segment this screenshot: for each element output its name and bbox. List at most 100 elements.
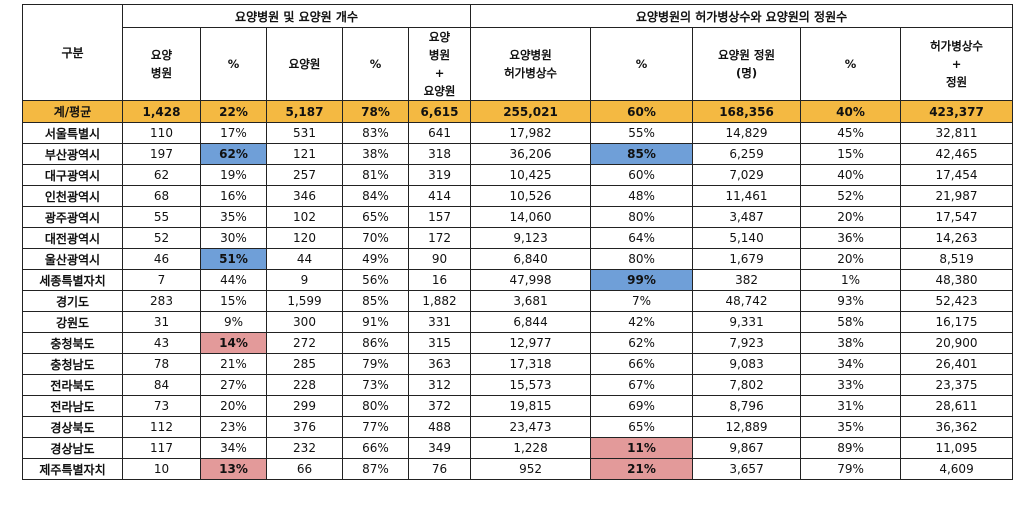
data-cell: 47,998 (470, 269, 592, 291)
data-cell: 349 (407, 437, 472, 459)
data-cell: 488 (407, 416, 472, 438)
data-cell: 52% (800, 185, 902, 207)
data-cell: 1% (800, 269, 902, 291)
data-cell: 48% (590, 185, 694, 207)
column-header-label: 요양병원 허가병상수 (504, 48, 557, 80)
table-row: 충청남도 78 21% 285 79% 363 17,318 66% 9,083 34% 26,40… (22, 353, 1014, 375)
data-cell: 5,140 (692, 227, 802, 249)
data-cell: 7,923 (692, 332, 802, 354)
data-cell: 10,526 (470, 185, 592, 207)
data-cell: 65% (590, 416, 694, 438)
region-cell: 경기도 (22, 290, 123, 312)
data-cell: 99% (590, 269, 694, 291)
data-cell: 65% (342, 206, 409, 228)
data-cell: 60% (590, 164, 694, 186)
data-cell: 55% (590, 122, 694, 144)
data-cell: 73% (342, 374, 409, 396)
data-cell: 285 (266, 353, 343, 375)
data-cell: 28,611 (900, 395, 1014, 417)
table-row: 부산광역시 197 62% 121 38% 318 36,206 85% 6,259 15% 42,… (22, 143, 1014, 165)
data-cell: 55 (122, 206, 201, 228)
data-cell: 52,423 (900, 290, 1014, 312)
total-cell: 22% (200, 100, 267, 123)
data-cell: 9,123 (470, 227, 592, 249)
data-cell: 15% (200, 290, 267, 312)
data-cell: 272 (266, 332, 343, 354)
data-cell: 21% (200, 353, 267, 375)
data-cell: 376 (266, 416, 343, 438)
data-cell: 10 (122, 458, 201, 480)
data-cell: 48,380 (900, 269, 1014, 291)
data-cell: 21% (590, 458, 694, 480)
total-cell: 255,021 (470, 100, 592, 123)
data-cell: 112 (122, 416, 201, 438)
total-row: 계/평균 1,428 22% 5,187 78% 6,615 255,021 60% 168,3… (22, 100, 1014, 123)
data-cell: 9,867 (692, 437, 802, 459)
table-row: 대구광역시 62 19% 257 81% 319 10,425 60% 7,029 40% 17,4… (22, 164, 1014, 186)
data-cell: 300 (266, 311, 343, 333)
data-cell: 228 (266, 374, 343, 396)
data-cell: 257 (266, 164, 343, 186)
data-cell: 33% (800, 374, 902, 396)
data-cell: 1,228 (470, 437, 592, 459)
column-header: 요양원 (266, 27, 343, 101)
region-cell: 울산광역시 (22, 248, 123, 270)
care-facility-table: 구분 요양병원 및 요양원 개수 요양병원의 허가병상수와 요양원의 정원수 요… (22, 4, 1014, 480)
data-cell: 14% (200, 332, 267, 354)
data-cell: 172 (407, 227, 472, 249)
data-cell: 117 (122, 437, 201, 459)
data-cell: 20,900 (900, 332, 1014, 354)
data-cell: 382 (692, 269, 802, 291)
data-cell: 121 (266, 143, 343, 165)
total-cell: 1,428 (122, 100, 201, 123)
data-cell: 90 (407, 248, 472, 270)
region-cell: 부산광역시 (22, 143, 123, 165)
data-cell: 69% (590, 395, 694, 417)
data-cell: 19% (200, 164, 267, 186)
data-cell: 15% (800, 143, 902, 165)
data-cell: 16,175 (900, 311, 1014, 333)
data-cell: 17,982 (470, 122, 592, 144)
data-cell: 80% (590, 206, 694, 228)
data-cell: 6,259 (692, 143, 802, 165)
data-cell: 23,473 (470, 416, 592, 438)
data-cell: 1,679 (692, 248, 802, 270)
region-cell: 경상북도 (22, 416, 123, 438)
data-cell: 12,889 (692, 416, 802, 438)
data-cell: 17% (200, 122, 267, 144)
data-cell: 9% (200, 311, 267, 333)
data-cell: 7,029 (692, 164, 802, 186)
column-header: % (590, 27, 694, 101)
total-cell: 5,187 (266, 100, 343, 123)
data-cell: 414 (407, 185, 472, 207)
data-cell: 11,095 (900, 437, 1014, 459)
data-cell: 3,657 (692, 458, 802, 480)
data-cell: 23% (200, 416, 267, 438)
table-row: 대전광역시 52 30% 120 70% 172 9,123 64% 5,140 36% 14,26… (22, 227, 1014, 249)
data-cell: 89% (800, 437, 902, 459)
column-header: % (342, 27, 409, 101)
table-row: 제주특별자치 10 13% 66 87% 76 952 21% 3,657 79% 4,609 (22, 458, 1014, 480)
data-cell: 73 (122, 395, 201, 417)
table-row: 광주광역시 55 35% 102 65% 157 14,060 80% 3,487 20% 17,5… (22, 206, 1014, 228)
data-cell: 157 (407, 206, 472, 228)
data-cell: 312 (407, 374, 472, 396)
data-cell: 56% (342, 269, 409, 291)
data-cell: 20% (800, 206, 902, 228)
region-cell: 충청남도 (22, 353, 123, 375)
data-cell: 232 (266, 437, 343, 459)
data-cell: 84% (342, 185, 409, 207)
table-row: 경기도 283 15% 1,599 85% 1,882 3,681 7% 48,742 93% 52… (22, 290, 1014, 312)
data-cell: 38% (342, 143, 409, 165)
data-cell: 51% (200, 248, 267, 270)
data-cell: 14,829 (692, 122, 802, 144)
data-cell: 58% (800, 311, 902, 333)
data-cell: 6,844 (470, 311, 592, 333)
data-cell: 120 (266, 227, 343, 249)
data-cell: 12,977 (470, 332, 592, 354)
data-cell: 62% (200, 143, 267, 165)
data-cell: 35% (200, 206, 267, 228)
data-cell: 299 (266, 395, 343, 417)
data-cell: 42% (590, 311, 694, 333)
